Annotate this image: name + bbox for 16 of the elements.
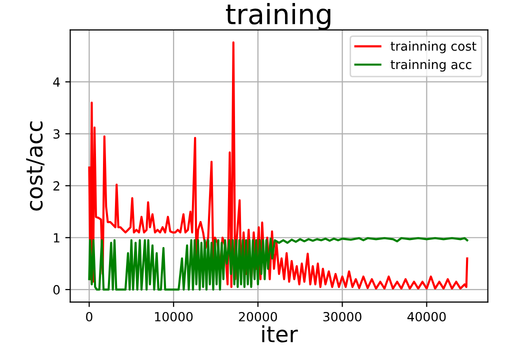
y-tick-label: 1 (54, 233, 60, 242)
x-tick-label: 10000 (155, 312, 193, 322)
legend-label: trainning acc (390, 60, 472, 72)
line-series (88, 237, 468, 291)
chart-title: training (226, 3, 330, 30)
x-axis-title: iter (262, 325, 298, 342)
y-tick-label: 0 (53, 285, 60, 294)
x-tick-label: 40000 (407, 312, 446, 322)
y-tick-label: 3 (54, 129, 60, 139)
y-tick-label: 4 (53, 77, 60, 87)
legend-label: trainning cost (390, 41, 476, 54)
y-tick-label: 2 (53, 181, 60, 190)
x-tick-label: 0 (86, 312, 92, 322)
x-tick-label: 30000 (323, 312, 362, 322)
x-tick-label: 20000 (238, 312, 277, 322)
y-axis-title: cost/acc (26, 122, 44, 211)
